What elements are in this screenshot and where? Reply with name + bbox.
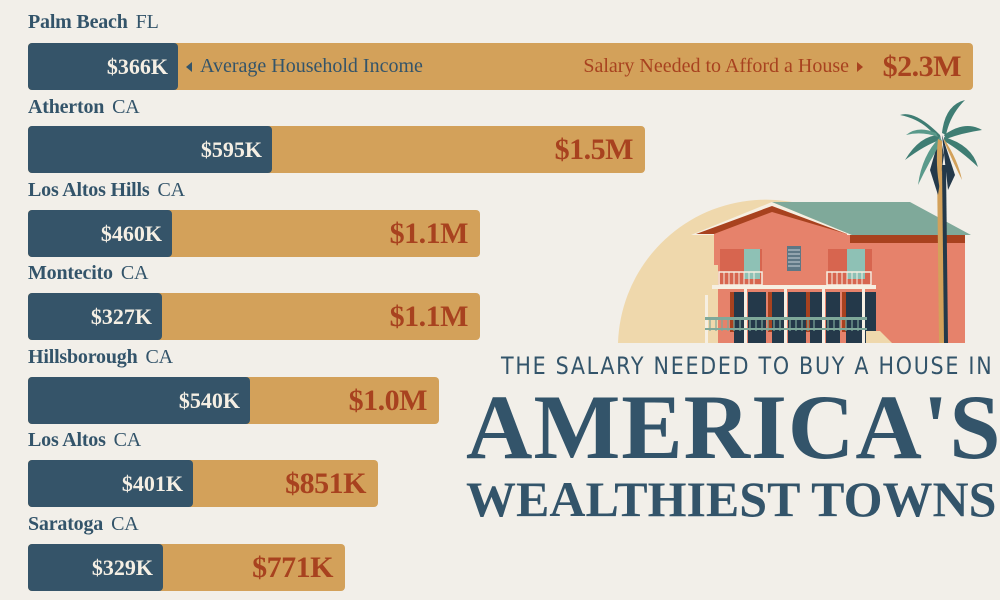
state-name: CA bbox=[120, 262, 149, 284]
town-name: Hillsborough bbox=[28, 346, 138, 368]
income-value: $401K bbox=[121, 470, 183, 496]
legend-income-label: Average Household Income bbox=[200, 55, 423, 77]
page-title-second-line: WEALTHIEST TOWNS bbox=[466, 471, 997, 527]
salary-value: $851K bbox=[285, 466, 366, 500]
salary-value: $1.1M bbox=[389, 216, 469, 250]
salary-bar: $329K $771K bbox=[28, 544, 345, 591]
page-title: AMERICA'S bbox=[466, 376, 1000, 478]
state-name: CA bbox=[111, 513, 139, 535]
palm-tree-icon bbox=[900, 100, 982, 343]
row-town-label: Palm Beach FL bbox=[28, 11, 159, 34]
town-name: Los Altos bbox=[28, 429, 106, 451]
income-bar: $401K bbox=[28, 460, 193, 507]
income-bar: $460K bbox=[28, 210, 172, 257]
town-name: Los Altos Hills bbox=[28, 179, 150, 201]
town-name: Atherton bbox=[28, 96, 105, 118]
salary-bar: $595K $1.5M bbox=[28, 126, 645, 173]
row-town-label: Saratoga CA bbox=[28, 513, 139, 536]
town-name: Saratoga bbox=[28, 513, 104, 535]
income-bar: $595K bbox=[28, 126, 272, 173]
salary-bar: $540K $1.0M bbox=[28, 377, 439, 424]
state-name: CA bbox=[113, 429, 142, 451]
income-bar: $329K bbox=[28, 544, 163, 591]
income-value: $540K bbox=[178, 387, 240, 413]
house-illustration bbox=[618, 100, 982, 343]
right-arrow-icon bbox=[857, 61, 863, 72]
salary-value: $1.0M bbox=[348, 383, 428, 417]
income-value: $366K bbox=[106, 53, 168, 79]
row-town-label: Montecito CA bbox=[28, 262, 148, 285]
salary-bar: $460K $1.1M bbox=[28, 210, 480, 257]
row-town-label: Hillsborough CA bbox=[28, 346, 173, 369]
income-value: $327K bbox=[90, 303, 152, 329]
row-town-label: Los Altos CA bbox=[28, 429, 141, 452]
income-value: $595K bbox=[200, 136, 262, 162]
state-name: CA bbox=[157, 179, 185, 201]
salary-value: $1.5M bbox=[554, 132, 634, 166]
legend-income: Average Household Income bbox=[186, 43, 423, 90]
income-value: $460K bbox=[100, 220, 162, 246]
subtitle: THE SALARY NEEDED TO BUY A HOUSE IN bbox=[501, 352, 994, 380]
salary-bar: $327K $1.1M bbox=[28, 293, 480, 340]
state-name: CA bbox=[112, 96, 140, 118]
income-value: $329K bbox=[91, 554, 153, 580]
row-town-label: Los Altos Hills CA bbox=[28, 179, 185, 202]
state-name: FL bbox=[135, 11, 159, 33]
left-arrow-icon bbox=[186, 61, 192, 72]
legend-salary-label: Salary Needed to Afford a House bbox=[583, 55, 849, 77]
legend-salary: Salary Needed to Afford a House bbox=[583, 43, 863, 90]
salary-bar: $401K $851K bbox=[28, 460, 378, 507]
state-name: CA bbox=[145, 346, 174, 368]
salary-value: $2.3M bbox=[882, 49, 962, 83]
salary-value: $771K bbox=[252, 550, 333, 584]
salary-value: $1.1M bbox=[389, 299, 469, 333]
salary-bar: $366K Average Household Income Salary Ne… bbox=[28, 43, 973, 90]
town-name: Montecito bbox=[28, 262, 113, 284]
town-name: Palm Beach bbox=[28, 11, 128, 33]
row-town-label: Atherton CA bbox=[28, 96, 140, 119]
income-bar: $540K bbox=[28, 377, 250, 424]
income-bar: $366K bbox=[28, 43, 178, 90]
income-bar: $327K bbox=[28, 293, 162, 340]
